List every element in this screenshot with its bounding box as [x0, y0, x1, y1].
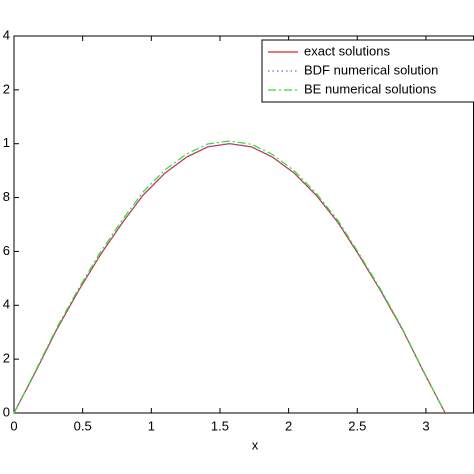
- y-tick-label: 0: [3, 404, 10, 419]
- x-tick-label: 1: [148, 418, 155, 433]
- y-tick-label: 6: [3, 243, 10, 258]
- y-tick-label: 2: [3, 351, 10, 366]
- y-tick-label: 4: [3, 27, 10, 42]
- y-tick-label: 4: [3, 297, 10, 312]
- x-tick-label: 0: [10, 418, 17, 433]
- x-axis-label: x: [252, 437, 259, 452]
- x-tick-label: 0.5: [74, 418, 92, 433]
- legend-label: BDF numerical solution: [304, 62, 438, 77]
- legend-label: exact solutions: [304, 43, 390, 58]
- legend-box: [261, 39, 474, 103]
- y-tick-label: 2: [3, 81, 10, 96]
- x-tick-label: 1.5: [211, 418, 229, 433]
- legend-label: BE numerical solutions: [304, 81, 437, 96]
- data-line: [13, 140, 446, 414]
- x-tick-label: 2: [285, 418, 292, 433]
- y-tick-label: 1: [3, 135, 10, 150]
- x-tick-label: 3: [422, 418, 429, 433]
- y-tick-label: 8: [3, 189, 10, 204]
- x-tick-label: 2.5: [348, 418, 366, 433]
